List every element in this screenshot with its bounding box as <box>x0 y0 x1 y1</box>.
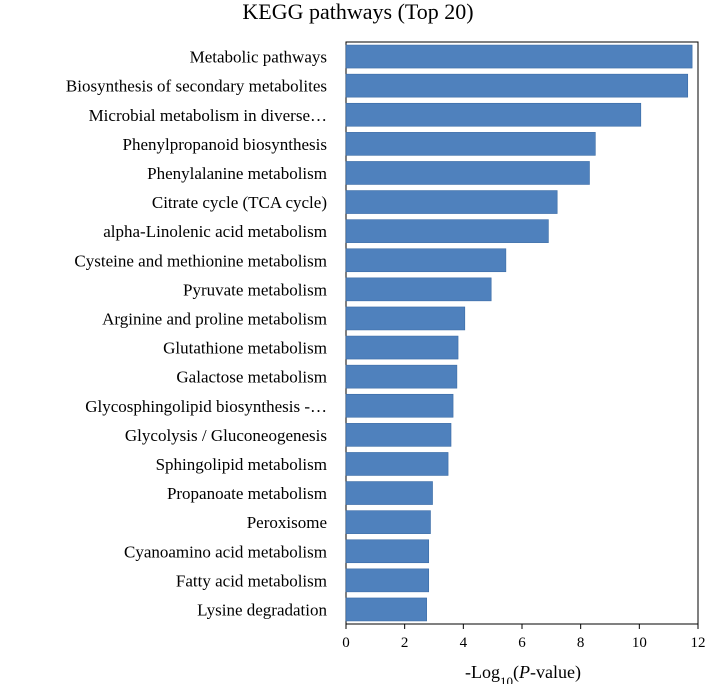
category-label: Cysteine and methionine metabolism <box>74 251 327 270</box>
bar <box>345 335 459 360</box>
x-tick-label: 4 <box>460 635 468 651</box>
bar <box>345 510 431 534</box>
x-tick-label: 8 <box>577 635 585 651</box>
category-label: Galactose metabolism <box>176 368 327 387</box>
x-tick-label: 10 <box>632 635 647 651</box>
bar <box>345 306 466 331</box>
category-label: Metabolic pathways <box>190 48 327 67</box>
bar <box>345 568 430 593</box>
category-label: Phenylpropanoid biosynthesis <box>123 135 327 154</box>
x-tick-label: 6 <box>518 635 526 651</box>
bar <box>345 277 492 302</box>
bar <box>345 132 596 156</box>
category-label: Pyruvate metabolism <box>183 280 327 299</box>
x-axis-title-prefix: -Log <box>465 662 500 682</box>
category-label: Glycosphingolipid biosynthesis -… <box>85 397 327 416</box>
bar <box>345 597 427 622</box>
bar <box>345 219 549 243</box>
x-axis-title-subscript: 10 <box>500 674 513 685</box>
category-label: Glycolysis / Gluconeogenesis <box>125 426 327 445</box>
bar <box>345 393 454 418</box>
category-label: Sphingolipid metabolism <box>156 455 327 474</box>
bar <box>345 481 433 505</box>
category-label: Arginine and proline metabolism <box>102 309 327 328</box>
category-label: Phenylalanine metabolism <box>147 164 327 183</box>
bar <box>345 102 642 127</box>
category-label: Biosynthesis of secondary metabolites <box>66 77 327 96</box>
category-label: alpha-Linolenic acid metabolism <box>103 222 327 241</box>
x-axis-title: -Log10(P-value) <box>465 662 581 684</box>
x-axis-title-open: ( <box>513 662 519 683</box>
bar <box>345 364 458 389</box>
bar <box>345 423 452 447</box>
x-tick-label: 2 <box>401 635 409 651</box>
bar <box>345 539 430 564</box>
x-tick-label: 12 <box>691 635 706 651</box>
category-label: Lysine degradation <box>197 600 327 619</box>
bar <box>345 44 693 69</box>
category-label: Cyanoamino acid metabolism <box>124 542 327 561</box>
category-label: Citrate cycle (TCA cycle) <box>152 193 327 212</box>
plot-area-border <box>345 41 699 625</box>
x-tick-label: 0 <box>342 635 350 651</box>
bar <box>345 248 507 273</box>
bar <box>345 452 449 476</box>
bar <box>345 190 558 214</box>
category-label: Microbial metabolism in diverse… <box>89 106 327 125</box>
bar <box>345 73 689 98</box>
x-axis-title-suffix: -value) <box>530 662 581 683</box>
category-label: Propanoate metabolism <box>167 484 327 503</box>
bar <box>345 161 590 185</box>
category-label: Peroxisome <box>247 513 327 532</box>
x-axis-title-italic: P <box>518 662 530 682</box>
category-label: Glutathione metabolism <box>163 339 327 358</box>
category-label: Fatty acid metabolism <box>176 571 327 590</box>
chart-title: KEGG pathways (Top 20) <box>242 0 473 24</box>
